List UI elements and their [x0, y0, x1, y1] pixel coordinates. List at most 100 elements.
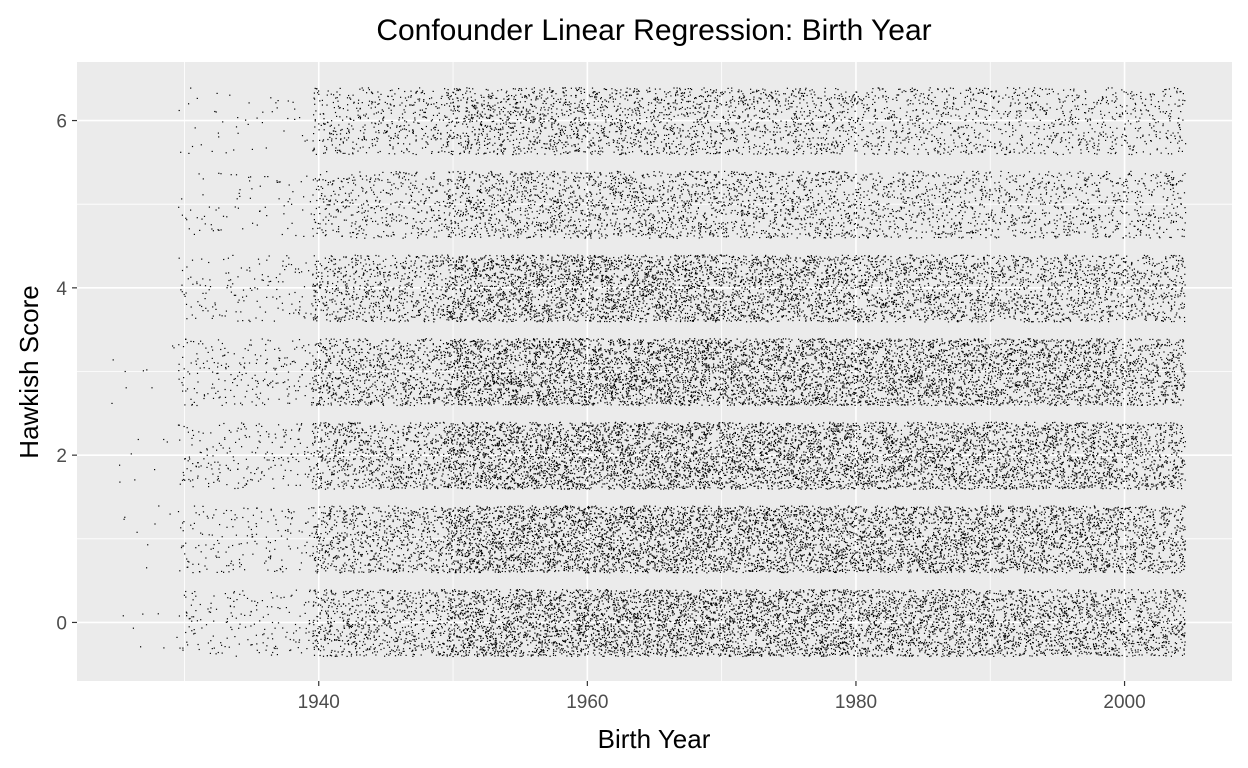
data-point: [714, 619, 716, 622]
data-point: [383, 600, 385, 602]
data-point: [847, 647, 849, 649]
data-point: [812, 629, 814, 631]
data-point: [577, 592, 579, 594]
data-point: [290, 649, 292, 651]
data-point: [274, 627, 276, 629]
data-point: [414, 644, 416, 646]
data-point: [693, 595, 695, 597]
data-point: [807, 599, 809, 601]
data-point: [819, 611, 821, 613]
data-point: [530, 624, 532, 626]
data-point: [820, 593, 822, 595]
data-point: [746, 599, 748, 601]
data-point: [556, 633, 558, 635]
data-point: [834, 637, 836, 639]
data-point: [814, 611, 816, 614]
data-point: [613, 636, 615, 638]
data-point: [763, 638, 765, 640]
data-point: [554, 630, 557, 633]
data-point: [732, 647, 734, 649]
data-point: [746, 633, 748, 635]
data-point: [742, 648, 744, 650]
data-point: [539, 653, 541, 656]
data-point: [806, 601, 808, 603]
data-point: [827, 643, 829, 646]
data-point: [305, 632, 307, 634]
data-point: [449, 637, 451, 639]
data-point: [769, 642, 771, 644]
data-point: [832, 599, 834, 602]
data-point: [553, 641, 555, 643]
data-point: [728, 655, 731, 657]
data-point: [386, 591, 388, 593]
data-point: [833, 592, 835, 594]
data-point: [467, 639, 469, 641]
data-point: [824, 606, 826, 608]
data-point: [673, 643, 675, 645]
data-point: [324, 634, 326, 636]
data-point: [562, 640, 564, 642]
data-point: [473, 636, 475, 638]
data-point: [677, 622, 679, 624]
data-point: [685, 606, 688, 608]
data-point: [422, 649, 424, 651]
data-point: [826, 648, 828, 651]
data-point: [618, 620, 620, 622]
data-point: [429, 607, 432, 609]
data-point: [843, 623, 845, 625]
data-point: [240, 613, 242, 615]
data-point: [827, 617, 829, 619]
data-point: [584, 615, 586, 618]
data-point: [574, 595, 576, 598]
data-point: [699, 653, 702, 655]
data-point: [755, 597, 757, 599]
data-point: [503, 623, 506, 626]
data-point: [477, 611, 479, 613]
data-point: [692, 603, 694, 605]
data-point: [383, 589, 385, 591]
data-point: [343, 648, 345, 650]
data-point: [471, 619, 473, 621]
data-point: [680, 612, 682, 614]
data-point: [387, 615, 389, 617]
data-point: [635, 625, 637, 627]
data-point: [506, 621, 508, 623]
data-point: [236, 599, 238, 601]
data-point: [586, 629, 588, 631]
data-point: [327, 633, 329, 635]
data-point: [608, 636, 610, 638]
data-point: [544, 599, 546, 602]
data-point: [753, 594, 755, 596]
data-point: [394, 641, 396, 643]
data-point: [401, 611, 403, 613]
data-point: [598, 630, 600, 632]
data-point: [410, 622, 412, 624]
data-point: [435, 610, 437, 612]
data-point: [492, 620, 494, 622]
data-point: [688, 607, 690, 609]
data-point: [693, 630, 695, 632]
data-point: [549, 617, 551, 619]
data-point: [474, 604, 476, 606]
data-point: [552, 631, 554, 633]
data-point: [613, 634, 616, 636]
data-point: [663, 621, 665, 623]
data-point: [653, 652, 655, 655]
data-point: [598, 648, 600, 650]
data-point: [569, 592, 572, 594]
data-point: [770, 615, 772, 617]
data-point: [625, 599, 627, 601]
data-point: [227, 597, 229, 599]
data-point: [848, 636, 850, 638]
data-point: [786, 610, 788, 612]
data-point: [664, 620, 666, 622]
data-point: [493, 621, 495, 624]
data-point: [829, 654, 831, 656]
data-point: [525, 634, 527, 636]
data-point: [801, 616, 803, 618]
data-point: [804, 617, 806, 619]
data-point: [372, 643, 374, 645]
data-point: [632, 655, 634, 657]
data-point: [726, 611, 728, 613]
data-point: [718, 647, 720, 649]
